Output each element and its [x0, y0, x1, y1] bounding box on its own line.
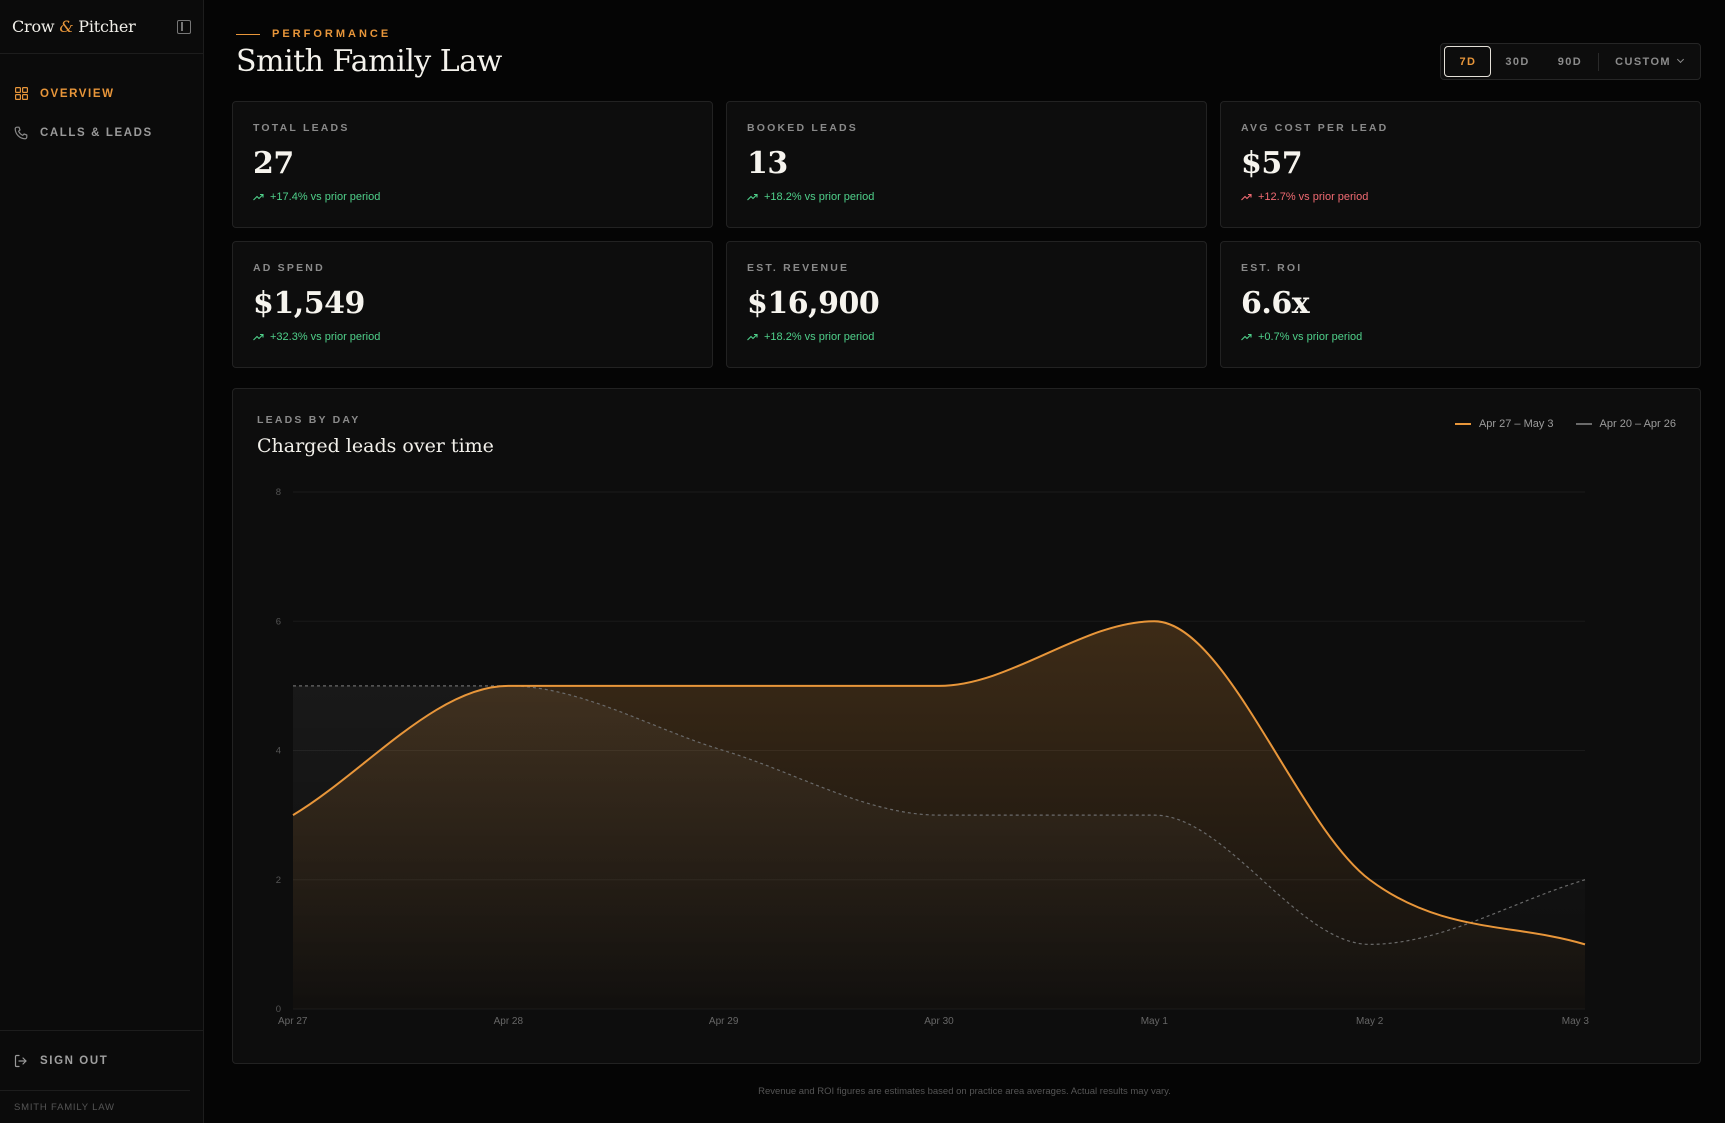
trend-up-icon	[747, 333, 758, 341]
kpi-card-avg-cost-per-lead: AVG COST PER LEAD $57 +12.7% vs prior pe…	[1220, 101, 1701, 228]
client-name: SMITH FAMILY LAW	[14, 1101, 115, 1113]
sidebar: Crow & Pitcher OVERVIEW	[0, 0, 204, 1123]
y-tick-label: 4	[276, 746, 281, 757]
chart-legend: Apr 27 – May 3 Apr 20 – Apr 26	[1454, 418, 1676, 430]
brand-name-b: Pitcher	[78, 17, 136, 36]
footnote: Revenue and ROI figures are estimates ba…	[758, 1086, 1171, 1097]
kpi-delta: +17.4% vs prior period	[253, 191, 692, 203]
y-tick-label: 6	[276, 616, 281, 627]
date-range-selector: 7D 30D 90D CUSTOM	[1440, 43, 1701, 80]
y-tick-label: 8	[276, 487, 281, 498]
sidebar-item-label: OVERVIEW	[40, 87, 115, 100]
kpi-label: EST. ROI	[1241, 262, 1303, 274]
legend-swatch-current	[1454, 423, 1471, 425]
eyebrow-line	[236, 33, 260, 35]
kpi-delta: +0.7% vs prior period	[1241, 331, 1680, 343]
current-series-line	[292, 620, 1586, 946]
trend-up-icon	[747, 193, 758, 201]
phone-icon	[14, 126, 28, 140]
x-tick-label: May 3	[1562, 1016, 1590, 1027]
kpi-value: $1,549	[253, 286, 365, 321]
legend-label: Apr 27 – May 3	[1478, 418, 1554, 430]
x-tick-label: Apr 29	[709, 1016, 739, 1027]
range-30d-button[interactable]: 30D	[1505, 55, 1530, 68]
kpi-delta-text: +17.4% vs prior period	[270, 191, 381, 203]
kpi-value: 13	[747, 146, 788, 181]
chevron-down-icon	[1676, 55, 1685, 64]
kpi-delta-text: +12.7% vs prior period	[1258, 191, 1369, 203]
grid-icon	[14, 87, 28, 101]
prior-series-line	[293, 685, 1586, 945]
sign-out-label: SIGN OUT	[40, 1054, 109, 1067]
trend-up-icon	[253, 333, 264, 341]
sign-out-button[interactable]: SIGN OUT	[0, 1031, 190, 1091]
trend-up-icon	[253, 193, 264, 201]
sidebar-item-label: CALLS & LEADS	[40, 126, 153, 139]
kpi-value: 27	[253, 146, 294, 181]
legend-swatch-prior	[1575, 423, 1592, 425]
sidebar-footer: SIGN OUT SMITH FAMILY LAW	[0, 1030, 204, 1123]
kpi-value: 6.6x	[1241, 286, 1310, 321]
leads-chart: 0 2 4 6 8 Apr 27 Apr 28 Apr 29 Apr 30 May 1 May 2 M…	[276, 487, 1590, 1027]
range-custom-button[interactable]: CUSTOM	[1601, 46, 1697, 77]
chart-eyebrow: LEADS BY DAY	[257, 414, 361, 426]
sidebar-collapse-icon[interactable]	[177, 19, 191, 34]
kpi-delta-text: +18.2% vs prior period	[764, 191, 875, 203]
kpi-delta-text: +32.3% vs prior period	[270, 331, 381, 343]
kpi-card-est-roi: EST. ROI 6.6x +0.7% vs prior period	[1220, 241, 1701, 368]
x-tick-label: Apr 27	[278, 1016, 308, 1027]
brand-bar: Crow & Pitcher	[0, 0, 203, 54]
kpi-delta: +18.2% vs prior period	[747, 191, 1186, 203]
page-header: PERFORMANCE Smith Family Law 7D 30D 90D …	[232, 0, 1701, 101]
kpi-label: BOOKED LEADS	[747, 122, 858, 134]
kpi-grid: TOTAL LEADS 27 +17.4% vs prior period BO…	[232, 101, 1701, 368]
kpi-value: $57	[1241, 146, 1303, 181]
kpi-delta-text: +18.2% vs prior period	[764, 331, 875, 343]
leads-chart-card: LEADS BY DAY Charged leads over time Apr…	[232, 388, 1701, 1064]
sign-out-icon	[14, 1054, 28, 1068]
range-7d-button[interactable]: 7D	[1444, 46, 1492, 77]
sidebar-item-overview[interactable]: OVERVIEW	[0, 74, 203, 113]
x-tick-label: May 2	[1356, 1016, 1384, 1027]
legend-item-current[interactable]: Apr 27 – May 3	[1454, 418, 1554, 430]
y-tick-label: 2	[276, 875, 281, 886]
x-tick-label: May 1	[1141, 1016, 1169, 1027]
main-content: PERFORMANCE Smith Family Law 7D 30D 90D …	[204, 0, 1725, 1123]
x-tick-label: Apr 28	[494, 1016, 524, 1027]
page-eyebrow: PERFORMANCE	[236, 28, 391, 40]
page-title: Smith Family Law	[236, 44, 502, 79]
brand-name-a: Crow	[12, 17, 55, 36]
trend-up-icon	[1241, 333, 1252, 341]
kpi-value: $16,900	[747, 286, 880, 321]
y-tick-label: 0	[276, 1004, 281, 1015]
brand-ampersand: &	[59, 17, 74, 36]
range-custom-label: CUSTOM	[1615, 55, 1671, 68]
kpi-card-total-leads: TOTAL LEADS 27 +17.4% vs prior period	[232, 101, 713, 228]
sidebar-nav: OVERVIEW CALLS & LEADS	[0, 54, 203, 152]
legend-item-prior[interactable]: Apr 20 – Apr 26	[1575, 418, 1676, 430]
sidebar-item-calls-leads[interactable]: CALLS & LEADS	[0, 113, 203, 152]
kpi-delta-text: +0.7% vs prior period	[1258, 331, 1363, 343]
kpi-label: AVG COST PER LEAD	[1241, 122, 1389, 134]
kpi-label: AD SPEND	[253, 262, 325, 274]
kpi-delta: +32.3% vs prior period	[253, 331, 692, 343]
legend-label: Apr 20 – Apr 26	[1599, 418, 1676, 430]
range-90d-button[interactable]: 90D	[1557, 55, 1583, 68]
trend-up-icon	[1241, 193, 1252, 201]
range-divider	[1598, 52, 1600, 71]
kpi-delta: +12.7% vs prior period	[1241, 191, 1680, 203]
kpi-card-ad-spend: AD SPEND $1,549 +32.3% vs prior period	[232, 241, 713, 368]
kpi-delta: +18.2% vs prior period	[747, 331, 1186, 343]
chart-title: Charged leads over time	[257, 435, 494, 457]
kpi-label: TOTAL LEADS	[253, 122, 350, 134]
eyebrow-text: PERFORMANCE	[272, 28, 392, 40]
brand-logo[interactable]: Crow & Pitcher	[12, 17, 136, 36]
kpi-card-est-revenue: EST. REVENUE $16,900 +18.2% vs prior per…	[726, 241, 1207, 368]
kpi-card-booked-leads: BOOKED LEADS 13 +18.2% vs prior period	[726, 101, 1207, 228]
kpi-label: EST. REVENUE	[747, 262, 850, 274]
x-tick-label: Apr 30	[924, 1016, 954, 1027]
